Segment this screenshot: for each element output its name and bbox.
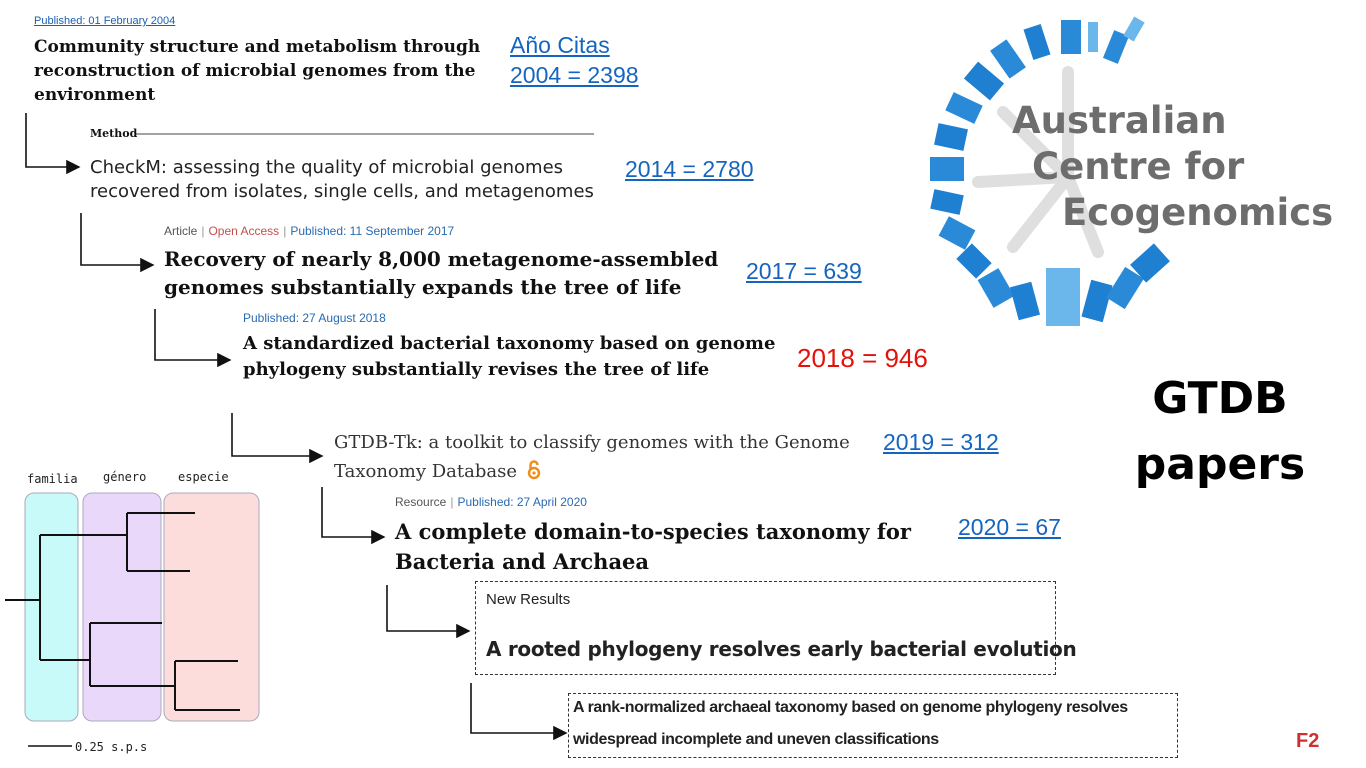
- paper-2017-title[interactable]: Recovery of nearly 8,000 metagenome-asse…: [164, 247, 719, 299]
- arrow-2004-to-2014: [25, 113, 81, 175]
- new-results-label: New Results: [486, 591, 571, 608]
- arrow-2020-to-bacterial: [386, 585, 471, 639]
- paper-2004-citations[interactable]: 2004 = 2398: [510, 62, 639, 88]
- paper-2020-citations[interactable]: 2020 = 67: [958, 514, 1061, 540]
- especie-box: [163, 492, 260, 722]
- gtdb-label-line2: papers: [1134, 439, 1306, 490]
- paper-2020-title[interactable]: A complete domain-to-species taxonomy fo…: [395, 519, 911, 574]
- logo-line-3: Ecogenomics: [1062, 191, 1334, 234]
- paper-2019-title[interactable]: GTDB-Tk: a toolkit to classify genomes w…: [334, 432, 850, 482]
- paper-2017-type: Article: [164, 224, 198, 238]
- tree-label-especie: especie: [178, 470, 229, 484]
- phylogenetic-tree: [5, 492, 260, 722]
- paper-2019-citations[interactable]: 2019 = 312: [883, 429, 999, 455]
- ace-logo-ring-icon: [930, 16, 1170, 326]
- paper-2018-title[interactable]: A standardized bacterial taxonomy based …: [243, 333, 776, 380]
- gtdb-label-line1: GTDB: [1152, 373, 1288, 424]
- paper-2014-title[interactable]: CheckM: assessing the quality of microbi…: [90, 157, 594, 202]
- archaeal-title-line2[interactable]: widespread incomplete and uneven classif…: [573, 731, 939, 748]
- arrow-2019-to-2020: [321, 487, 386, 545]
- paper-2004-published[interactable]: Published: 01 February 2004: [34, 15, 176, 27]
- logo-line-1: Australian: [1012, 99, 1227, 142]
- tree-label-genero: género: [103, 470, 147, 484]
- tree-scale-label: 0.25 s.p.s: [75, 740, 148, 754]
- arrow-bacterial-to-archaeal: [470, 683, 568, 741]
- genero-box: [82, 492, 162, 722]
- paper-2018-published: Published: 27 August 2018: [243, 311, 386, 325]
- paper-2014-section: Method: [90, 127, 138, 140]
- paper-2017-meta: Article | Open Access | Published: 11 Septem…: [164, 224, 455, 238]
- paper-2004-title[interactable]: Community structure and metabolism throu…: [34, 37, 481, 105]
- paper-2018-citations: 2018 = 946: [797, 343, 928, 373]
- arrow-2014-to-2017: [80, 213, 155, 273]
- paper-2014-citations[interactable]: 2014 = 2780: [625, 156, 754, 182]
- scale-bar: [28, 745, 72, 747]
- gtdb-papers-label: GTDB papers: [1120, 366, 1320, 498]
- open-access-badge: Open Access: [208, 224, 280, 238]
- slide-label: F2: [1296, 730, 1320, 752]
- paper-2020-meta: Resource | Published: 27 April 2020: [395, 495, 587, 509]
- archaeal-taxonomy-box[interactable]: A rank-normalized archaeal taxonomy base…: [568, 693, 1178, 758]
- paper-2020-published: Published: 27 April 2020: [457, 495, 587, 509]
- paper-2019-title-wrap[interactable]: GTDB-Tk: a toolkit to classify genomes w…: [334, 428, 894, 486]
- citations-header[interactable]: Año Citas: [510, 32, 610, 58]
- paper-2017-published: Published: 11 September 2017: [290, 224, 455, 238]
- arrow-2018-to-2019: [231, 413, 324, 464]
- bacterial-rooted-box[interactable]: New Results A rooted phylogeny resolves …: [475, 581, 1077, 675]
- open-access-icon: [527, 460, 540, 480]
- tree-label-familia: familia: [27, 472, 78, 486]
- arrow-2017-to-2018: [154, 309, 232, 368]
- archaeal-title-line1[interactable]: A rank-normalized archaeal taxonomy base…: [573, 699, 1128, 716]
- bacterial-rooted-title[interactable]: A rooted phylogeny resolves early bacter…: [486, 637, 1077, 661]
- paper-2017-citations[interactable]: 2017 = 639: [746, 258, 862, 284]
- paper-2020-type: Resource: [395, 495, 447, 509]
- logo-line-2: Centre for: [1032, 145, 1245, 188]
- familia-box: [24, 492, 79, 722]
